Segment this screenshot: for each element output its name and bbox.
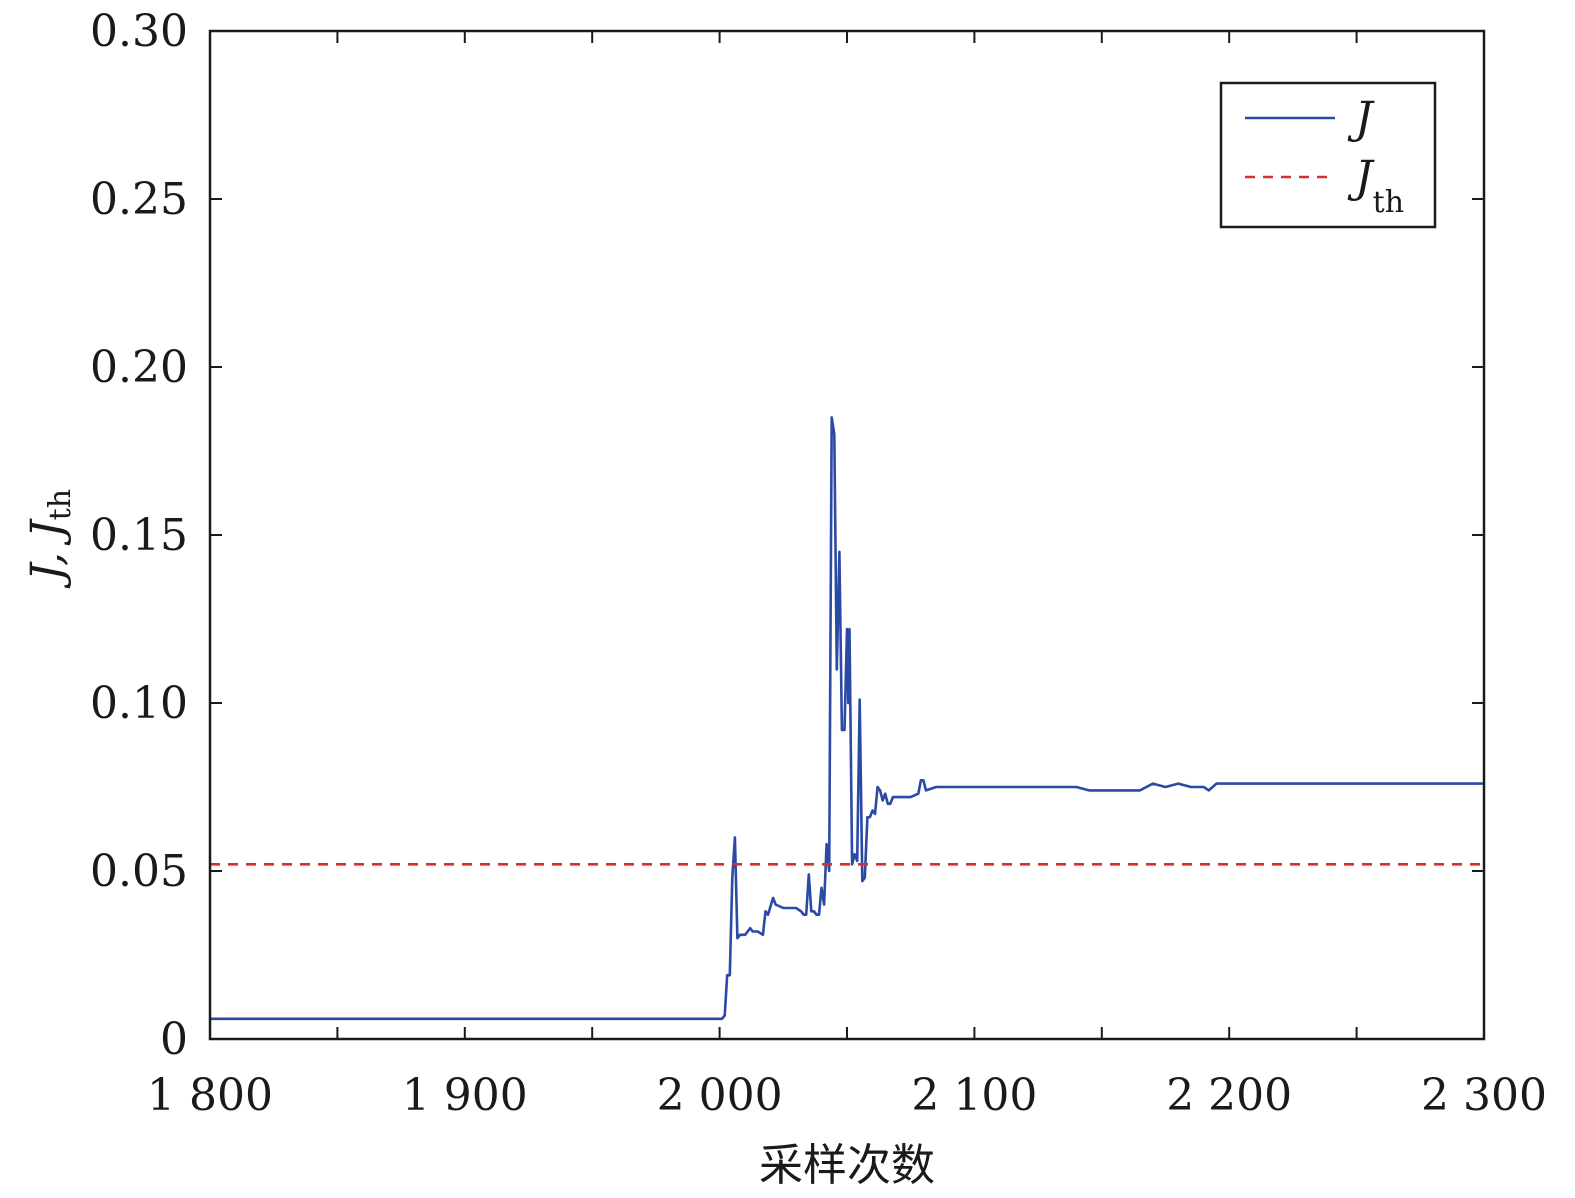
y-tick-label-5: 0.25 xyxy=(90,174,188,225)
x-tick-label-5: 2 300 xyxy=(1421,1070,1547,1121)
y-tick-label-4: 0.20 xyxy=(90,342,188,393)
x-tick-label-1: 1 900 xyxy=(402,1070,528,1121)
series-line-0 xyxy=(210,416,1484,1021)
y-tick-label-1: 0.05 xyxy=(90,846,188,897)
x-tick-label-3: 2 100 xyxy=(911,1070,1037,1121)
x-tick-label-2: 2 000 xyxy=(657,1070,783,1121)
x-tick-label-4: 2 200 xyxy=(1166,1070,1292,1121)
y-tick-label-6: 0.30 xyxy=(90,6,188,57)
legend-box xyxy=(1219,81,1437,229)
legend: J Jth xyxy=(1219,81,1437,229)
y-axis-title: J, Jth xyxy=(22,489,78,589)
x-tick-label-0: 1 800 xyxy=(147,1070,273,1121)
svg-text:J, Jth: J, Jth xyxy=(22,489,78,589)
y-axis-title-sub: th xyxy=(43,489,78,520)
ticks-layer xyxy=(209,30,1485,1040)
x-axis-title: 采样次数 xyxy=(759,1140,935,1191)
legend-label-Jth-sub: th xyxy=(1373,185,1404,220)
y-tick-label-0: 0 xyxy=(160,1014,188,1065)
y-tick-label-2: 0.10 xyxy=(90,678,188,729)
tick-labels-layer: 1 800 1 900 2 000 2 100 2 200 2 300 0 0.05 0.10 0… xyxy=(90,6,1547,1121)
series-layer xyxy=(210,416,1484,1021)
y-axis-title-main: J, J xyxy=(22,518,73,589)
y-tick-label-3: 0.15 xyxy=(90,510,188,561)
